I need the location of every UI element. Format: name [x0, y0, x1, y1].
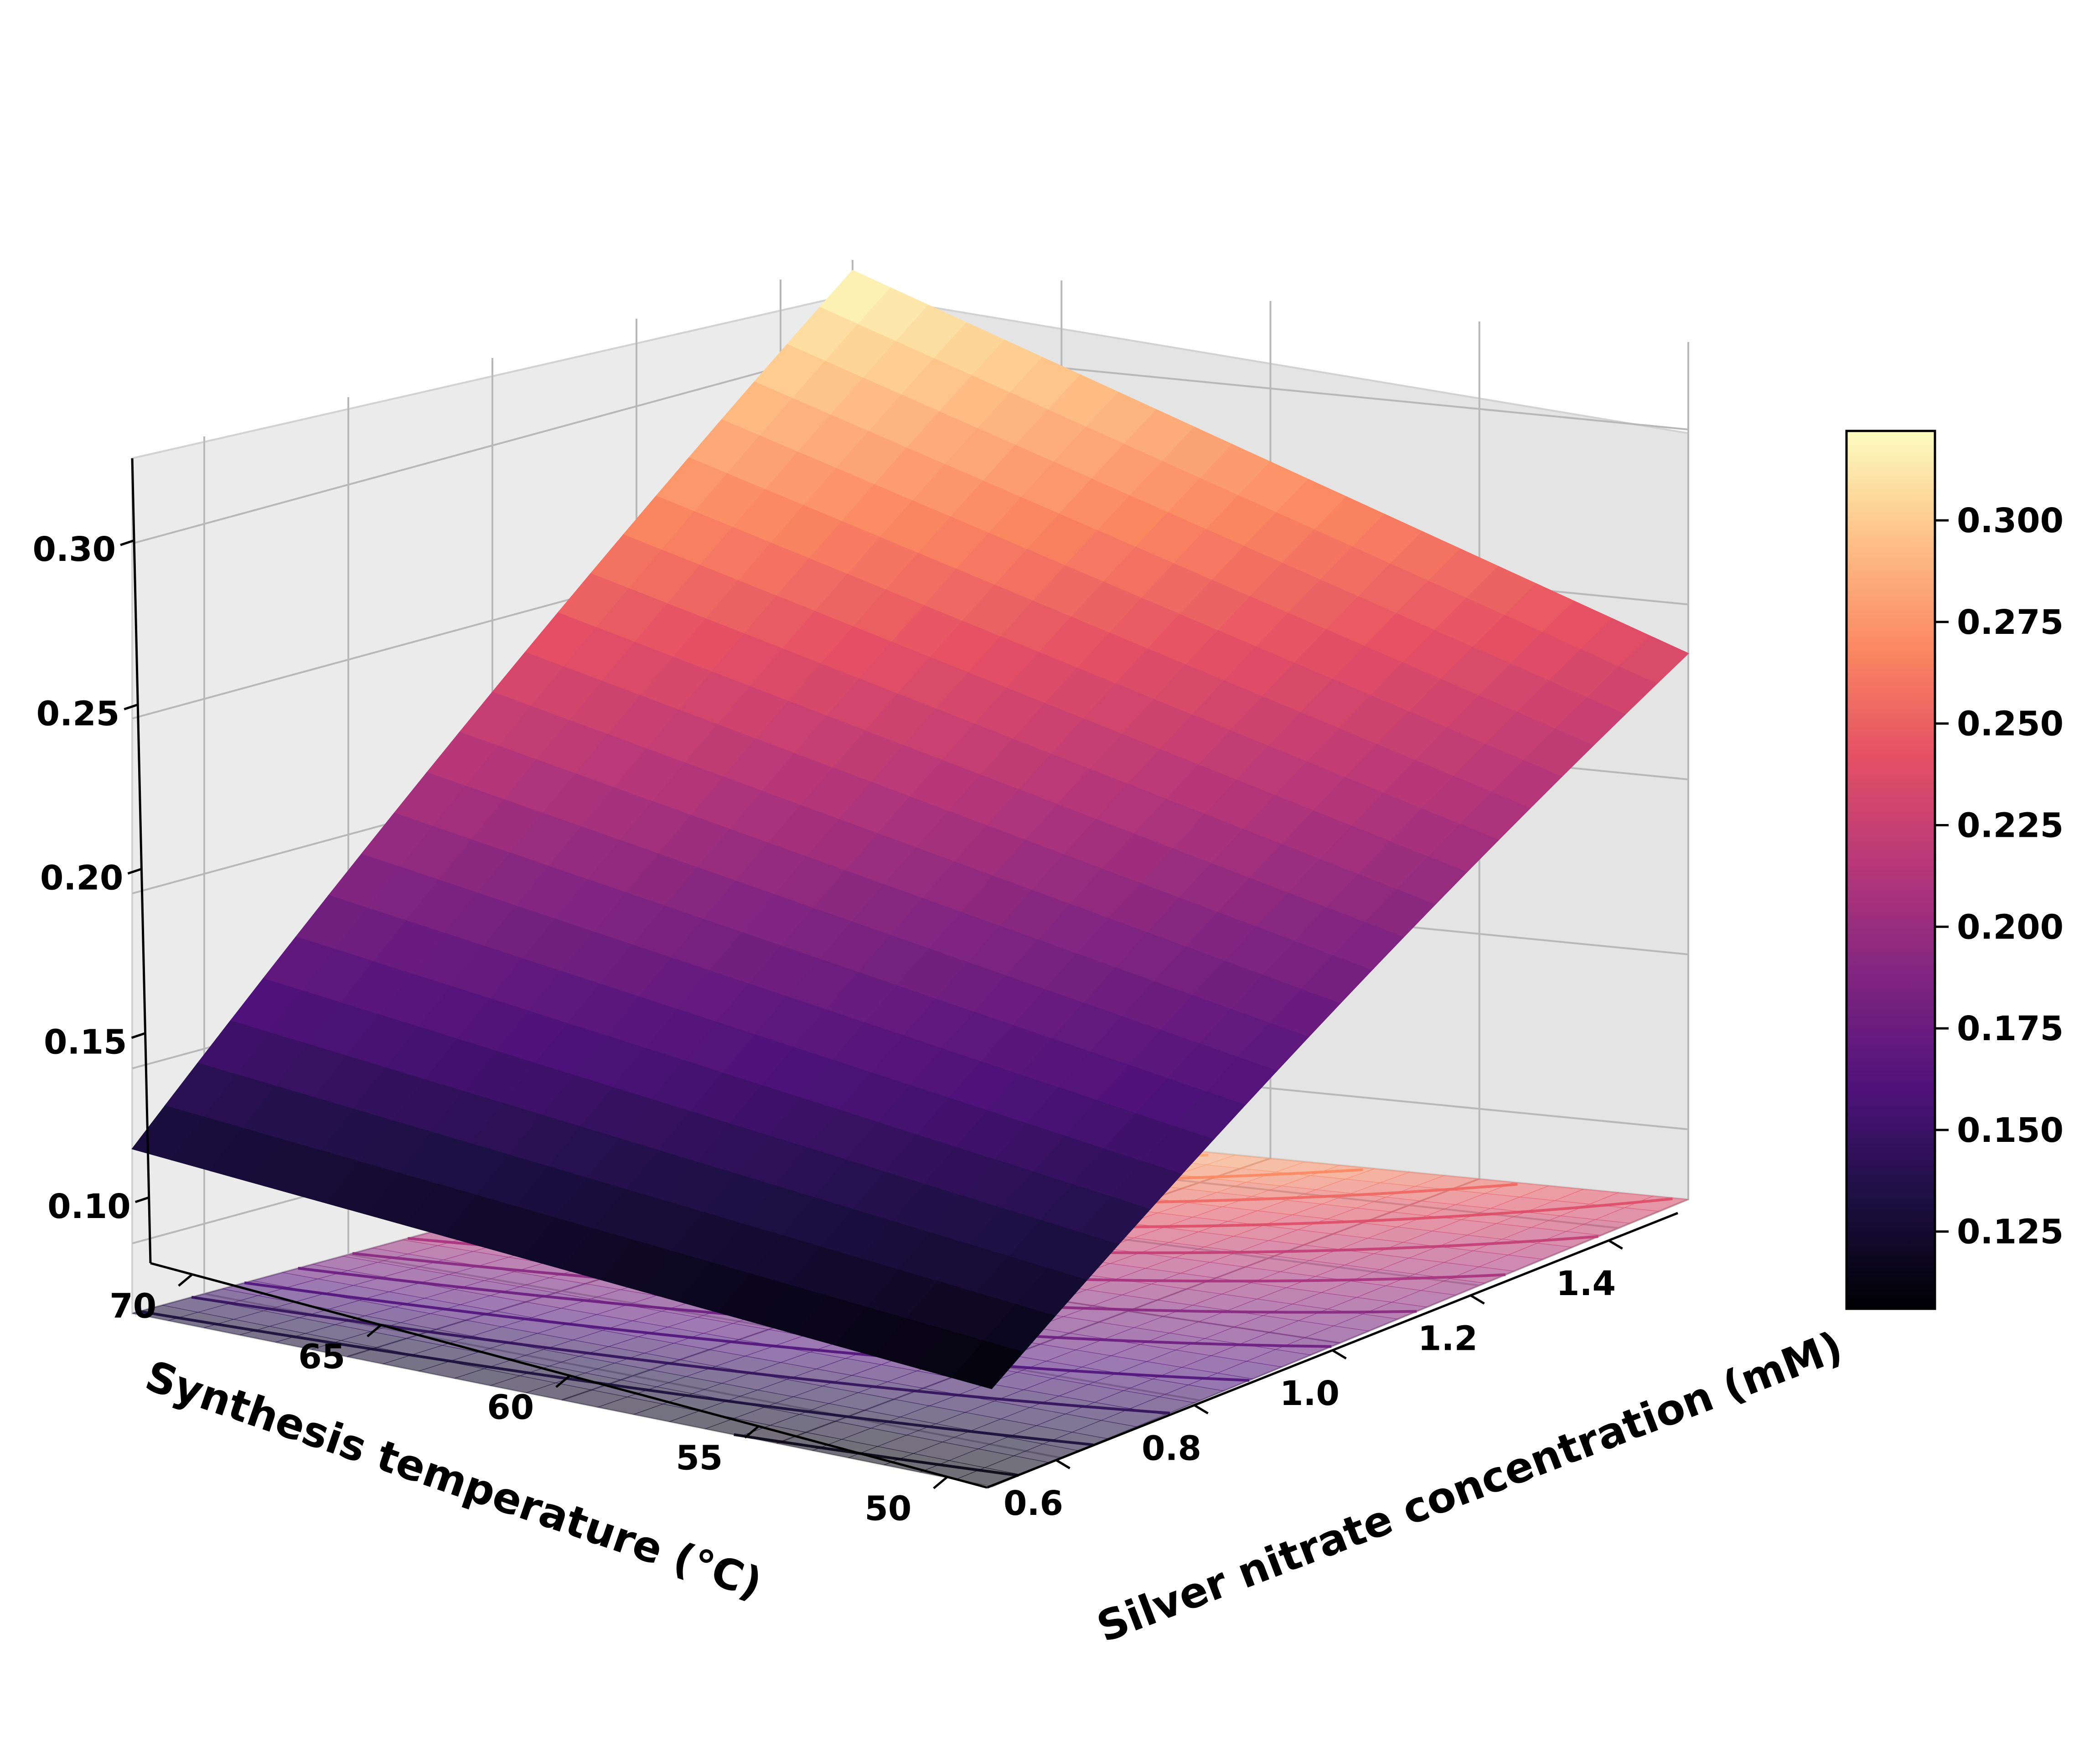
colorbar-tick-label: 0.150: [1957, 1111, 2064, 1150]
y-axis-tick-label: 55: [676, 1439, 723, 1478]
x-axis-ticks: 0.6 0.8 1.0 1.2 1.4: [1003, 1239, 1623, 1523]
x-axis-tick-label: 0.6: [1003, 1484, 1063, 1523]
colorbar-tick-label: 0.175: [1957, 1009, 2064, 1048]
x-axis-tick-label: 1.4: [1556, 1264, 1616, 1303]
floor-contour-line: [191, 1296, 1170, 1415]
x-axis-tick: [1470, 1294, 1485, 1305]
z-axis-tick-label: 0.20: [40, 859, 124, 898]
z-axis-tick: [134, 1196, 150, 1203]
colorbar-tick-label: 0.300: [1957, 501, 2064, 540]
z-axis-tick-label: 0.10: [47, 1187, 131, 1226]
x-axis-tick: [1194, 1404, 1209, 1415]
z-axis-tick: [124, 703, 139, 710]
y-axis-tick: [933, 1476, 948, 1489]
response-surface: [131, 270, 1689, 1389]
colorbar-tick-label: 0.275: [1957, 603, 2064, 642]
y-axis-tick: [178, 1273, 193, 1287]
colorbar: 0.125 0.150 0.175 0.200 0.225 0.250 0.275 0.300: [1845, 430, 2064, 1310]
y-axis-tick: [744, 1425, 760, 1439]
colorbar-bar: [1845, 430, 1936, 1310]
z-axis-tick: [120, 539, 134, 546]
y-axis-tick-label: 70: [109, 1287, 156, 1326]
colorbar-tick-label: 0.125: [1957, 1213, 2064, 1252]
z-axis-tick: [131, 1032, 146, 1039]
z-axis-tick: [127, 868, 142, 875]
y-axis-ticks: 50 55 60 65 70: [109, 1273, 948, 1529]
y-axis-tick-label: 50: [864, 1489, 911, 1529]
x-axis-tick-label: 0.8: [1142, 1429, 1201, 1468]
z-axis-line: [131, 458, 152, 1264]
x-axis-tick-label: 1.0: [1280, 1374, 1340, 1413]
floor-contour-line: [244, 1281, 1250, 1382]
axes-3d: 0.10 0.15 0.20 0.25 0.30 50 55 60 65 70 0.6 0.8 1.…: [32, 260, 1849, 1652]
colorbar-tick-label: 0.250: [1957, 705, 2064, 744]
y-axis-tick-label: 60: [487, 1388, 534, 1427]
floor-contour-line: [139, 1310, 1093, 1446]
x-axis-tick-label: 1.2: [1418, 1319, 1478, 1358]
colorbar-ticks: 0.125 0.150 0.175 0.200 0.225 0.250 0.275 0.300: [1935, 501, 2064, 1252]
x-axis-tick: [1055, 1459, 1071, 1469]
surface-patch: [952, 1340, 1024, 1389]
z-axis-tick-label: 0.30: [32, 530, 116, 569]
y-axis-tick: [367, 1324, 382, 1338]
z-axis-tick-label: 0.25: [36, 694, 120, 733]
z-axis-ticks: 0.10 0.15 0.20 0.25 0.30: [32, 530, 150, 1226]
colorbar-tick-label: 0.225: [1957, 806, 2064, 845]
x-axis-tick: [1608, 1239, 1623, 1250]
floor-contour-line: [734, 1433, 1019, 1477]
z-axis-tick-label: 0.15: [44, 1023, 127, 1062]
y-axis-tick: [555, 1374, 571, 1388]
y-axis-tick-label: 65: [298, 1338, 345, 1377]
colorbar-tick-label: 0.200: [1957, 907, 2064, 947]
x-axis-tick: [1332, 1349, 1347, 1360]
